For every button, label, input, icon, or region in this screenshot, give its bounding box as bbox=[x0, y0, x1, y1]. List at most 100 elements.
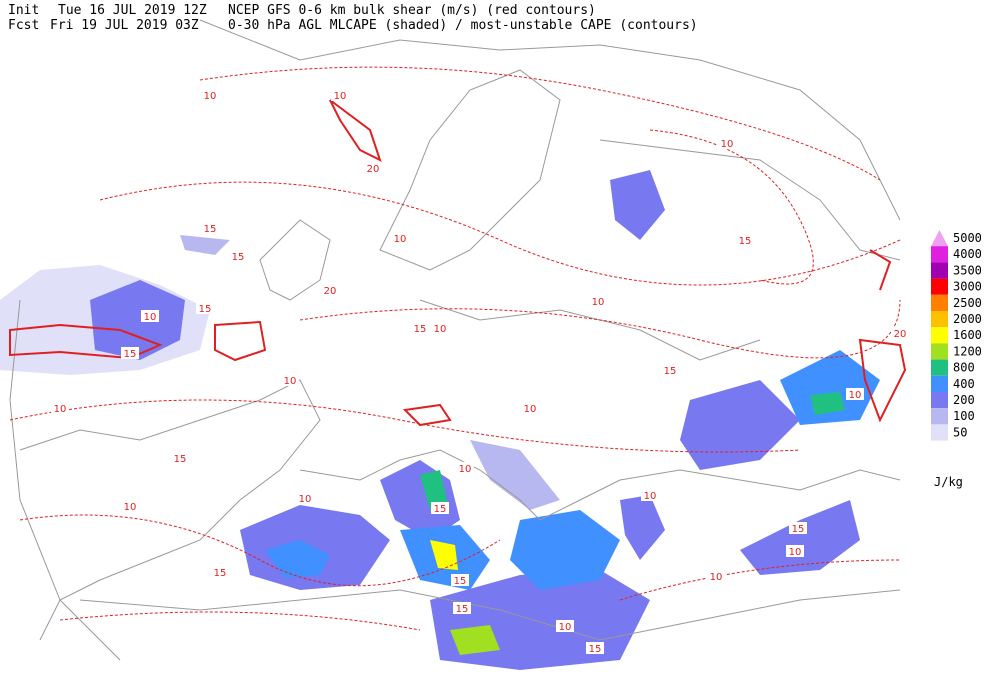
cape-area bbox=[430, 540, 458, 570]
colorbar-label: 400 bbox=[953, 377, 975, 391]
contour-label-box bbox=[391, 232, 409, 244]
colorbar-label: 2500 bbox=[953, 296, 982, 310]
colorbar-label: 200 bbox=[953, 393, 975, 407]
contour-label: 15 bbox=[232, 252, 245, 263]
contour-label-box bbox=[451, 574, 469, 586]
colorbar-triangle bbox=[931, 230, 948, 247]
colorbar-swatch bbox=[931, 294, 948, 311]
contour-label: 15 bbox=[204, 224, 217, 235]
contour-label: 15 bbox=[414, 324, 427, 335]
contour-label-box bbox=[718, 137, 736, 149]
contour-label: 15 bbox=[664, 366, 677, 377]
contour-label-box bbox=[331, 89, 349, 101]
contour-label: 20 bbox=[367, 164, 380, 175]
colorbar-swatch bbox=[931, 359, 948, 376]
contour-label-box bbox=[846, 388, 864, 400]
header: Init Tue 16 JUL 2019 12Z NCEP GFS 0-6 km… bbox=[8, 3, 698, 33]
contour-label: 15 bbox=[456, 604, 469, 615]
colorbar-label: 100 bbox=[953, 409, 975, 423]
cape-area bbox=[180, 235, 230, 255]
header-time: Fri 19 JUL 2019 03Z bbox=[50, 18, 199, 33]
colorbar-swatch bbox=[931, 408, 948, 425]
contour-label-box bbox=[321, 284, 339, 296]
cape-area bbox=[810, 392, 845, 415]
contour-label: 15 bbox=[199, 304, 212, 315]
contour-label-box bbox=[141, 310, 159, 322]
colorbar-label: 800 bbox=[953, 361, 975, 375]
contour-label-box bbox=[586, 642, 604, 654]
contour-label: 15 bbox=[434, 504, 447, 515]
contour-label-box bbox=[789, 522, 807, 534]
contour-label: 15 bbox=[454, 576, 467, 587]
contour-label-box bbox=[661, 364, 679, 376]
contour-label-box bbox=[121, 347, 139, 359]
contour-label: 10 bbox=[434, 324, 447, 335]
colorbar-swatch bbox=[931, 392, 948, 409]
contour-label: 10 bbox=[204, 91, 217, 102]
contour-label: 10 bbox=[524, 404, 537, 415]
contour-label-box bbox=[201, 222, 219, 234]
cape-area bbox=[780, 350, 880, 425]
contour-label: 10 bbox=[559, 622, 572, 633]
cape-area bbox=[450, 625, 500, 655]
colorbar-swatch bbox=[931, 246, 948, 263]
colorbar-label: 3000 bbox=[953, 280, 982, 294]
contour-label-box bbox=[707, 570, 725, 582]
contour-label-box bbox=[201, 89, 219, 101]
contour-label-box bbox=[281, 374, 299, 386]
contour-label: 10 bbox=[54, 404, 67, 415]
cape-area bbox=[620, 495, 665, 560]
contour-label-box bbox=[411, 322, 429, 334]
contour-label: 10 bbox=[394, 234, 407, 245]
colorbar-swatch bbox=[931, 375, 948, 392]
contour-label-box bbox=[891, 327, 909, 339]
contour-label: 20 bbox=[894, 329, 907, 340]
contour-label: 10 bbox=[299, 494, 312, 505]
contour-label-box bbox=[589, 295, 607, 307]
colorbar-label: 5000 bbox=[953, 231, 982, 245]
cape-area bbox=[470, 440, 560, 510]
contour-label: 15 bbox=[214, 568, 227, 579]
contour-label-box bbox=[786, 545, 804, 557]
colorbar-label: 4000 bbox=[953, 247, 982, 261]
header-title: 0-30 hPa AGL MLCAPE (shaded) / most-unst… bbox=[228, 18, 698, 33]
colorbar-swatch bbox=[931, 262, 948, 279]
colorbar-swatch bbox=[931, 278, 948, 295]
contour-label-box bbox=[431, 502, 449, 514]
colorbar-label: 3500 bbox=[953, 263, 982, 277]
contour-label-box bbox=[431, 322, 449, 334]
contour-label: 10 bbox=[644, 491, 657, 502]
contour-label-box bbox=[453, 602, 471, 614]
header-time: Tue 16 JUL 2019 12Z bbox=[58, 3, 207, 18]
shear-contours bbox=[9, 66, 907, 631]
contour-label: 15 bbox=[792, 524, 805, 535]
contour-label: 10 bbox=[721, 139, 734, 150]
colorbar-label: 2000 bbox=[953, 312, 982, 326]
contour-label-box bbox=[456, 462, 474, 474]
contour-label-box bbox=[641, 489, 659, 501]
contour-label: 20 bbox=[324, 286, 337, 297]
cape-area bbox=[510, 510, 620, 590]
colorbar-swatch bbox=[931, 343, 948, 360]
contour-label: 10 bbox=[789, 547, 802, 558]
contour-label-box bbox=[364, 162, 382, 174]
contour-label-box bbox=[229, 250, 247, 262]
cape-area bbox=[90, 280, 185, 360]
contour-label: 15 bbox=[589, 644, 602, 655]
contour-label: 10 bbox=[144, 312, 157, 323]
cape-shading bbox=[0, 170, 880, 670]
header-label: Init bbox=[8, 3, 39, 18]
colorbar-label: 1200 bbox=[953, 344, 982, 358]
contour-label-box bbox=[521, 402, 539, 414]
contour-labels: 10 10 15 20 10 15 20 15 10 15 10 10 15 10 15 10 10 15 10 10… bbox=[51, 89, 909, 655]
contour-label: 10 bbox=[710, 572, 723, 583]
contour-label-box bbox=[736, 234, 754, 246]
contour-label: 15 bbox=[124, 349, 137, 360]
contour-label-box bbox=[51, 402, 69, 414]
cape-area bbox=[740, 500, 860, 575]
colorbar: J/kg 5000 4000 3500 3000 2500 2000 1600 1200 800… bbox=[931, 230, 982, 489]
contour-label: 10 bbox=[592, 297, 605, 308]
colorbar-swatch bbox=[931, 327, 948, 344]
contour-label-box bbox=[296, 492, 314, 504]
